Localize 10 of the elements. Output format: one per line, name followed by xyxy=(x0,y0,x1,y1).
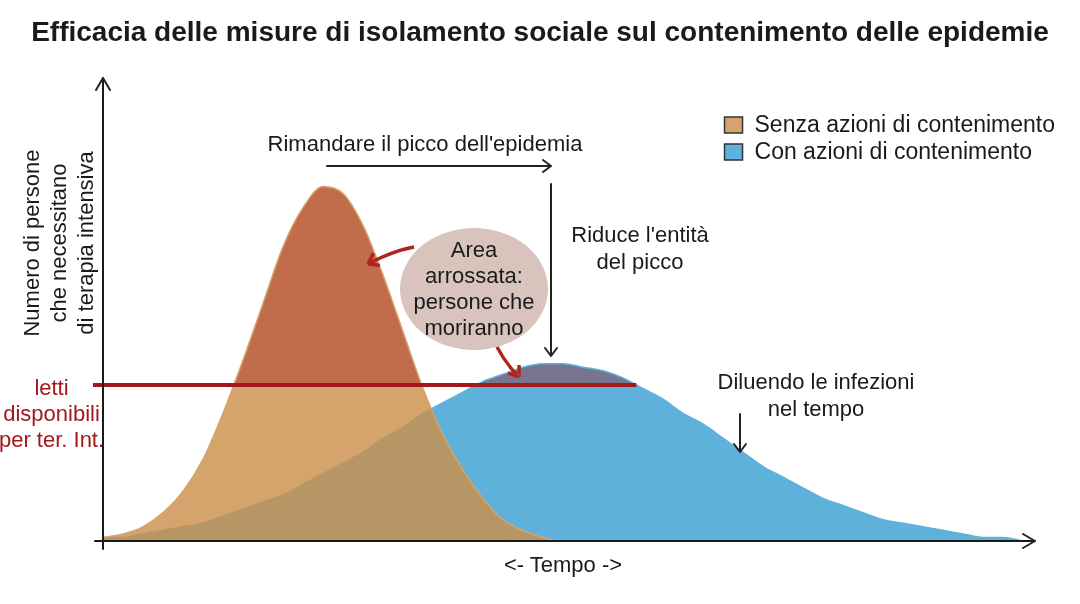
legend-label: Senza azioni di contenimento xyxy=(754,111,1056,138)
chart-title: Efficacia delle misure di isolamento sociale sul contenimento delle epidemie xyxy=(31,15,1049,47)
text: Rimandare il picco dell'epidemia xyxy=(266,129,584,157)
legend-label: Con azioni di contenimento xyxy=(754,138,1032,165)
annotation: Area arrossata: persone che moriranno xyxy=(412,237,536,341)
annotation: Riduce l'entità del picco xyxy=(570,220,710,275)
ref-line-label: letti disponibili per ter. Int. xyxy=(0,375,105,453)
annotation: Diluendo le infezioni nel tempo xyxy=(716,367,916,422)
x-axis-title: <- Tempo -> xyxy=(503,552,623,578)
y-axis-title: Numero di persone che necessitano di terapia intensiva xyxy=(19,149,99,337)
